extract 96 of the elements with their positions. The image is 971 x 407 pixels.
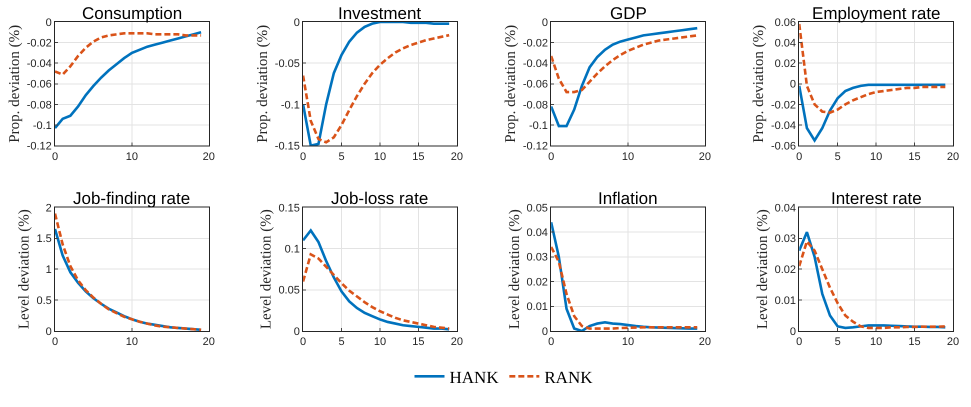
y-tick-label: 0.02 <box>774 58 796 70</box>
x-tick-label: 10 <box>374 336 386 348</box>
x-tick-label: 5 <box>834 336 841 348</box>
line-series <box>799 22 947 114</box>
y-tick-label: 0.03 <box>774 233 796 246</box>
x-tick-label: 5 <box>834 150 841 163</box>
y-axis-title: Prop. deviation (%) <box>6 24 23 143</box>
y-tick-label: 0.15 <box>278 202 300 214</box>
line-series <box>55 32 202 76</box>
y-tick-label: 0 <box>790 78 796 91</box>
y-axis-title: Prop. deviation (%) <box>751 24 768 143</box>
line-series <box>551 34 699 94</box>
y-tick-label: -0.08 <box>26 99 52 112</box>
x-tick-label: 10 <box>374 150 386 163</box>
line-series <box>55 30 202 130</box>
x-tick-label: 20 <box>450 150 463 163</box>
y-tick-label: -0.02 <box>26 37 52 50</box>
x-tick-label: 5 <box>338 150 345 163</box>
y-tick-label: -0.02 <box>770 99 796 112</box>
chart-title: Interest rate <box>831 189 922 208</box>
y-axis-title: Level deviation (%) <box>754 209 771 330</box>
y-tick-label: 0.06 <box>774 16 796 29</box>
chart-title: Consumption <box>82 4 182 23</box>
y-tick-label: 0.05 <box>278 284 300 297</box>
y-tick-label: -0.08 <box>522 99 548 112</box>
y-tick-label: -0.06 <box>26 78 52 91</box>
y-tick-label: 0 <box>46 16 52 29</box>
chart-title: Employment rate <box>812 4 940 23</box>
x-tick-label: 5 <box>338 336 345 348</box>
x-tick-label: 20 <box>946 150 960 163</box>
line-series <box>551 246 699 330</box>
y-tick-label: 0.03 <box>526 252 548 264</box>
y-tick-label: 0 <box>294 326 300 338</box>
y-tick-label: 0.02 <box>526 276 548 288</box>
y-tick-label: 0.02 <box>774 264 796 276</box>
y-axis-title: Level deviation (%) <box>16 209 33 330</box>
x-tick-label: 15 <box>412 336 425 348</box>
legend-label: HANK <box>450 368 500 387</box>
chart-title: Job-finding rate <box>73 189 190 208</box>
x-tick-label: 10 <box>622 150 634 163</box>
x-tick-label: 20 <box>450 336 463 348</box>
y-tick-label: -0.05 <box>274 58 300 70</box>
y-tick-label: 0.05 <box>526 202 548 214</box>
x-tick-label: 15 <box>412 150 425 163</box>
line-series <box>303 229 450 331</box>
y-tick-label: 0 <box>790 326 796 338</box>
x-tick-label: 15 <box>908 336 921 348</box>
y-tick-label: 0.01 <box>526 301 548 314</box>
y-tick-label: 0.5 <box>36 294 52 307</box>
y-tick-label: 0 <box>46 326 52 338</box>
y-axis-title: Level deviation (%) <box>258 209 275 330</box>
y-tick-label: -0.06 <box>770 140 796 152</box>
y-axis-title: Level deviation (%) <box>506 209 523 330</box>
y-tick-label: 1 <box>46 264 52 276</box>
y-tick-label: -0.12 <box>26 140 52 152</box>
y-tick-label: -0.04 <box>770 120 796 132</box>
y-tick-label: -0.02 <box>522 37 548 50</box>
y-tick-label: -0.15 <box>274 140 300 152</box>
y-tick-label: 1.5 <box>36 233 52 246</box>
y-tick-label: -0.1 <box>32 120 52 132</box>
chart-title: Job-loss rate <box>331 189 428 208</box>
chart-title: Inflation <box>598 189 658 208</box>
line-series <box>303 253 450 330</box>
y-tick-label: -0.04 <box>26 58 52 70</box>
x-tick-label: 10 <box>126 336 138 348</box>
x-tick-label: 20 <box>202 336 215 348</box>
y-tick-label: 0.04 <box>774 202 796 214</box>
y-tick-label: 0.04 <box>526 226 548 239</box>
x-tick-label: 20 <box>698 150 712 163</box>
x-tick-label: 10 <box>870 150 882 163</box>
y-tick-label: 2 <box>46 202 52 214</box>
y-tick-label: 0 <box>542 326 548 338</box>
y-axis-title: Prop. deviation (%) <box>503 24 520 143</box>
x-tick-label: 20 <box>698 336 712 348</box>
line-series <box>551 26 699 128</box>
y-tick-label: 0.04 <box>774 37 796 50</box>
y-axis-title: Prop. deviation (%) <box>255 24 272 143</box>
y-tick-label: -0.06 <box>522 78 548 91</box>
y-tick-label: -0.04 <box>522 58 548 70</box>
line-series <box>799 84 947 142</box>
legend-label: RANK <box>544 368 594 387</box>
y-tick-label: 0.01 <box>774 294 796 307</box>
y-tick-label: -0.1 <box>528 120 548 132</box>
y-tick-label: 0.1 <box>284 243 300 256</box>
y-tick-label: 0 <box>542 16 548 29</box>
y-tick-label: 0 <box>294 16 300 29</box>
x-tick-label: 10 <box>126 150 138 163</box>
x-tick-label: 10 <box>870 336 882 348</box>
x-tick-label: 20 <box>202 150 215 163</box>
chart-title: GDP <box>610 4 647 23</box>
y-tick-label: -0.1 <box>280 99 300 112</box>
x-tick-label: 10 <box>622 336 634 348</box>
y-tick-label: -0.12 <box>522 140 548 152</box>
x-tick-label: 20 <box>946 336 960 348</box>
chart-title: Investment <box>338 4 422 23</box>
x-tick-label: 15 <box>908 150 921 163</box>
